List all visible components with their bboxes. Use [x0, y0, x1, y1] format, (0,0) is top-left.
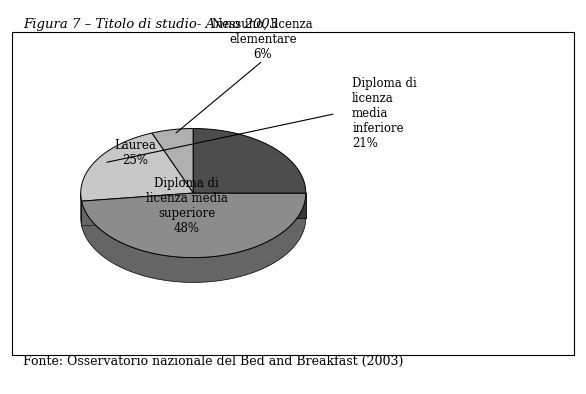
Text: Diploma di
licenza media
superiore
48%: Diploma di licenza media superiore 48%: [146, 177, 227, 235]
Polygon shape: [81, 193, 306, 258]
Text: Nessuno, licenza
elementare
6%: Nessuno, licenza elementare 6%: [213, 18, 313, 61]
Text: Fonte: Osservatorio nazionale del Bed and Breakfast (2003): Fonte: Osservatorio nazionale del Bed an…: [23, 355, 404, 368]
Text: Diploma di
licenza
media
inferiore
21%: Diploma di licenza media inferiore 21%: [352, 77, 417, 150]
Polygon shape: [193, 193, 306, 218]
Polygon shape: [193, 128, 306, 193]
Polygon shape: [152, 128, 193, 193]
Polygon shape: [81, 193, 193, 226]
Text: Figura 7 – Titolo di studio- Anno 2003: Figura 7 – Titolo di studio- Anno 2003: [23, 18, 278, 31]
Polygon shape: [81, 193, 306, 282]
Polygon shape: [81, 133, 193, 201]
Text: Laurea
25%: Laurea 25%: [114, 139, 156, 167]
Polygon shape: [193, 193, 306, 218]
Polygon shape: [81, 193, 193, 226]
